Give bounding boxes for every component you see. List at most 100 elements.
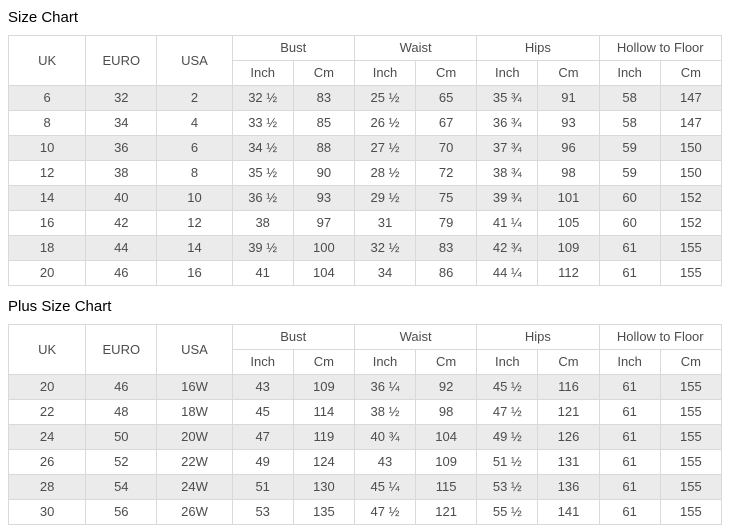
column-header-euro: EURO <box>85 324 158 375</box>
table-cell: 98 <box>537 160 600 186</box>
table-cell: 18W <box>156 399 233 425</box>
table-cell: 42 ¾ <box>476 235 539 261</box>
table-row: 24 50 20W 47 119 40 ¾ 104 49 ½ 126 61 155 <box>7 424 723 450</box>
table-cell: 56 <box>85 499 158 525</box>
table-cell: 60 <box>598 185 661 211</box>
table-cell: 97 <box>292 210 355 236</box>
column-header-hollow-to-floor: Hollow to Floor <box>598 35 723 61</box>
table-cell: 51 ½ <box>476 449 539 475</box>
table-cell: 26W <box>156 499 233 525</box>
column-header-waist: Waist <box>353 324 478 350</box>
table-cell: 105 <box>537 210 600 236</box>
table-cell: 35 ¾ <box>476 85 539 111</box>
table-cell: 46 <box>85 260 158 286</box>
unit-header: Cm <box>537 349 600 375</box>
table-cell: 37 ¾ <box>476 135 539 161</box>
table-cell: 20W <box>156 424 233 450</box>
table-cell: 40 ¾ <box>353 424 417 450</box>
table-cell: 47 <box>231 424 294 450</box>
table-cell: 121 <box>537 399 600 425</box>
unit-header: Cm <box>537 60 600 86</box>
table-cell: 83 <box>415 235 478 261</box>
table-cell: 104 <box>292 260 355 286</box>
table-cell: 29 ½ <box>353 185 417 211</box>
unit-header: Cm <box>292 60 355 86</box>
table-cell: 36 ¼ <box>353 374 417 400</box>
table-cell: 48 <box>85 399 158 425</box>
table-cell: 155 <box>659 449 723 475</box>
table-cell: 47 ½ <box>353 499 417 525</box>
table-cell: 55 ½ <box>476 499 539 525</box>
header-row-units: Inch Cm Inch Cm Inch Cm Inch Cm <box>9 60 723 86</box>
table-cell: 36 <box>85 135 158 161</box>
table-cell: 155 <box>659 399 723 425</box>
table-cell: 93 <box>537 110 600 136</box>
table-row: 14 40 10 36 ½ 93 29 ½ 75 39 ¾ 101 60 152 <box>7 185 723 211</box>
table-cell: 150 <box>659 160 723 186</box>
table-cell: 10 <box>7 135 87 161</box>
unit-header: Inch <box>476 349 539 375</box>
size-chart-title: Size Chart <box>8 9 79 26</box>
column-header-hips: Hips <box>476 35 600 61</box>
table-cell: 45 ½ <box>476 374 539 400</box>
plus-size-chart-section: Plus Size Chart UK EURO USA Bust Waist Hips Ho… <box>7 288 723 525</box>
table-cell: 54 <box>85 474 158 500</box>
unit-header: Inch <box>353 60 417 86</box>
table-cell: 61 <box>598 399 661 425</box>
table-cell: 49 <box>231 449 294 475</box>
table-cell: 50 <box>85 424 158 450</box>
table-cell: 155 <box>659 374 723 400</box>
unit-header: Cm <box>659 349 723 375</box>
table-cell: 93 <box>292 185 355 211</box>
table-cell: 16W <box>156 374 233 400</box>
table-cell: 38 ½ <box>353 399 417 425</box>
table-cell: 32 ½ <box>231 85 294 111</box>
table-cell: 75 <box>415 185 478 211</box>
table-cell: 61 <box>598 235 661 261</box>
table-cell: 51 <box>231 474 294 500</box>
column-header-uk: UK <box>7 35 87 86</box>
unit-header: Cm <box>415 60 478 86</box>
table-cell: 43 <box>231 374 294 400</box>
table-cell: 8 <box>7 110 87 136</box>
column-header-hollow-to-floor: Hollow to Floor <box>598 324 723 350</box>
table-cell: 20 <box>7 260 87 286</box>
table-row: 12 38 8 35 ½ 90 28 ½ 72 38 ¾ 98 59 150 <box>7 160 723 186</box>
table-cell: 26 <box>7 449 87 475</box>
table-cell: 86 <box>415 260 478 286</box>
table-row: 8 34 4 33 ½ 85 26 ½ 67 36 ¾ 93 58 147 <box>7 110 723 136</box>
table-cell: 72 <box>415 160 478 186</box>
table-cell: 40 <box>85 185 158 211</box>
table-cell: 41 <box>231 260 294 286</box>
table-cell: 147 <box>659 110 723 136</box>
column-header-waist: Waist <box>353 35 478 61</box>
table-cell: 26 ½ <box>353 110 417 136</box>
table-cell: 155 <box>659 424 723 450</box>
table-cell: 16 <box>7 210 87 236</box>
table-cell: 152 <box>659 210 723 236</box>
table-cell: 44 <box>85 235 158 261</box>
header-row-groups: UK EURO USA Bust Waist Hips Hollow to Floor <box>7 35 723 86</box>
table-cell: 22 <box>7 399 87 425</box>
table-cell: 53 ½ <box>476 474 539 500</box>
table-cell: 12 <box>7 160 87 186</box>
table-cell: 96 <box>537 135 600 161</box>
table-cell: 36 ¾ <box>476 110 539 136</box>
unit-header: Inch <box>231 349 294 375</box>
table-cell: 121 <box>415 499 478 525</box>
table-cell: 126 <box>537 424 600 450</box>
column-header-bust: Bust <box>231 35 355 61</box>
size-chart-section: Size Chart UK EURO USA Bust Waist Hips Hollow … <box>7 4 723 286</box>
table-cell: 70 <box>415 135 478 161</box>
table-cell: 61 <box>598 449 661 475</box>
table-row: 22 48 18W 45 114 38 ½ 98 47 ½ 121 61 155 <box>7 399 723 425</box>
table-cell: 124 <box>292 449 355 475</box>
table-cell: 109 <box>415 449 478 475</box>
table-cell: 65 <box>415 85 478 111</box>
table-cell: 104 <box>415 424 478 450</box>
table-cell: 46 <box>85 374 158 400</box>
table-row: 20 46 16W 43 109 36 ¼ 92 45 ½ 116 61 155 <box>7 374 723 400</box>
column-header-uk: UK <box>7 324 87 375</box>
table-cell: 152 <box>659 185 723 211</box>
